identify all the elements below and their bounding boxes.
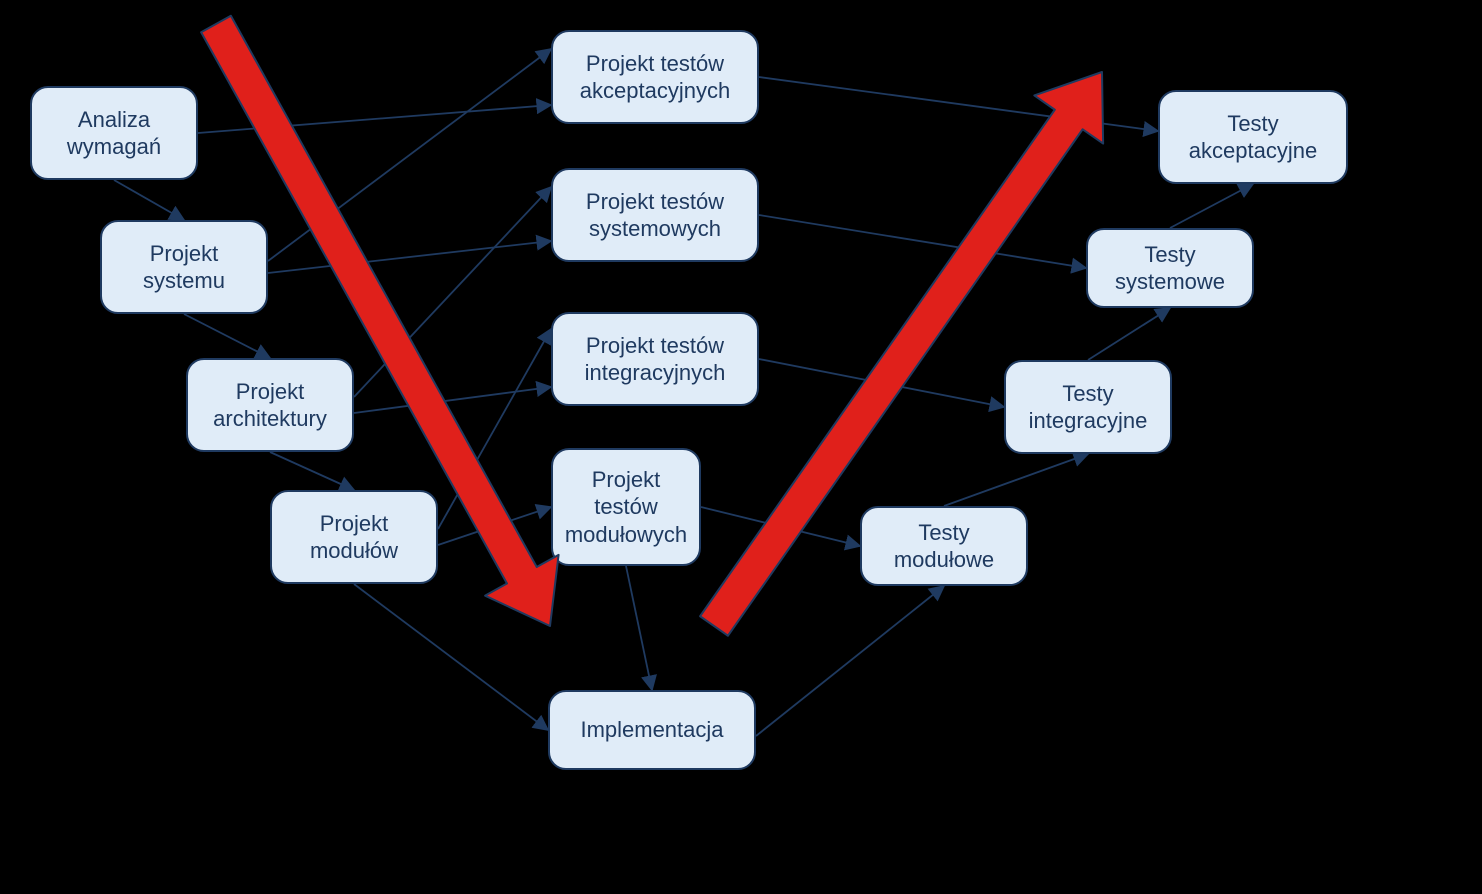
edge-analysis-to-t_acc_d [198,105,551,133]
edge-t_sys-to-t_acc [1170,184,1253,228]
edge-impl-to-t_mod [756,586,944,736]
edge-t_int-to-t_sys [1088,308,1170,360]
node-t_int: Testy integracyjne [1004,360,1172,454]
edge-t_int_d-to-t_int [759,359,1004,407]
edge-t_mod-to-t_int [944,454,1088,506]
edge-sys_design-to-t_acc_d [268,49,551,261]
edge-arch_design-to-mod_design [270,452,354,490]
node-t_sys: Testy systemowe [1086,228,1254,308]
node-analysis: Analiza wymagań [30,86,198,180]
edge-sys_design-to-arch_design [184,314,270,358]
edge-analysis-to-sys_design [114,180,184,220]
edge-t_mod_d-to-t_mod [701,507,860,546]
edge-t_mod_d-to-impl [626,566,652,690]
edge-mod_design-to-t_mod_d [438,507,551,545]
edge-arch_design-to-t_int_d [354,387,551,413]
node-t_int_d: Projekt testów integracyjnych [551,312,759,406]
edge-mod_design-to-impl [354,584,548,730]
node-t_acc: Testy akceptacyjne [1158,90,1348,184]
node-impl: Implementacja [548,690,756,770]
node-t_mod_d: Projekt testów modułowych [551,448,701,566]
node-t_sys_d: Projekt testów systemowych [551,168,759,262]
node-t_mod: Testy modułowe [860,506,1028,586]
node-arch_design: Projekt architektury [186,358,354,452]
v-model-diagram: Analiza wymagań Projekt systemu Projekt ar… [0,0,1482,894]
node-t_acc_d: Projekt testów akceptacyjnych [551,30,759,124]
node-sys_design: Projekt systemu [100,220,268,314]
edge-t_sys_d-to-t_sys [759,215,1086,268]
edge-arch_design-to-t_sys_d [354,187,551,397]
edge-t_acc_d-to-t_acc [759,77,1158,131]
edge-mod_design-to-t_int_d [438,329,551,529]
node-mod_design: Projekt modułów [270,490,438,584]
edge-sys_design-to-t_sys_d [268,241,551,273]
